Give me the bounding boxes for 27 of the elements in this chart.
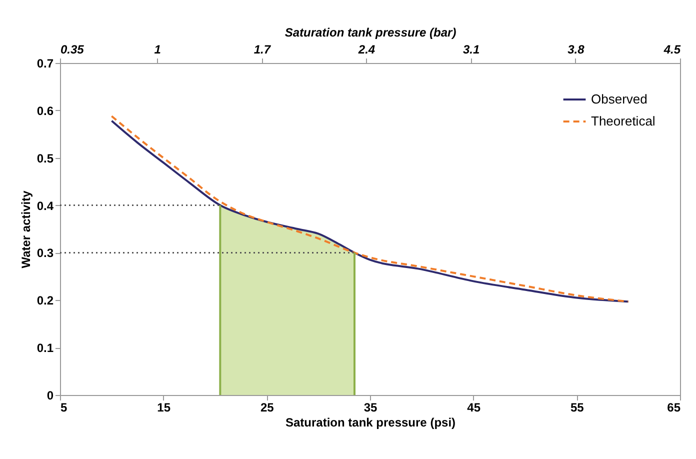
x-tick-label: 35 [364,400,378,414]
x-tick-label: 65 [667,400,681,414]
x-tick-label: 45 [467,400,481,414]
legend-label: Observed [591,92,648,106]
y-tick-label: 0.2 [36,294,54,308]
y-tick-label: 0.4 [36,198,54,213]
x2-tick-label: 2.4 [357,42,376,56]
y-tick-label: 0.5 [36,151,54,166]
x2-tick-label: 3.8 [568,42,585,56]
y-tick-label: 0.6 [36,104,54,118]
x-tick-label: 15 [157,400,171,414]
y-tick-label: 0.7 [36,56,54,70]
x2-tick-label: 3.1 [463,42,480,56]
x-axis-title: Saturation tank pressure (psi) [285,416,456,430]
x2-axis-title: Saturation tank pressure (bar) [284,26,456,40]
x2-tick-label: 1 [154,42,162,56]
legend-label: Theoretical [591,114,656,128]
y-tick-label: 0.1 [36,341,54,356]
x-tick-label: 55 [570,400,584,414]
y-tick-label: 0.3 [36,246,54,260]
x2-tick-label: 4.5 [662,42,681,56]
y-axis-title: Water activity [18,190,33,268]
x2-tick-label: 0.35 [60,42,84,56]
x2-tick-label: 1.7 [254,42,272,56]
x-tick-label: 25 [260,400,274,414]
y-tick-label: 0 [46,388,54,402]
x-tick-label: 5 [60,400,68,414]
